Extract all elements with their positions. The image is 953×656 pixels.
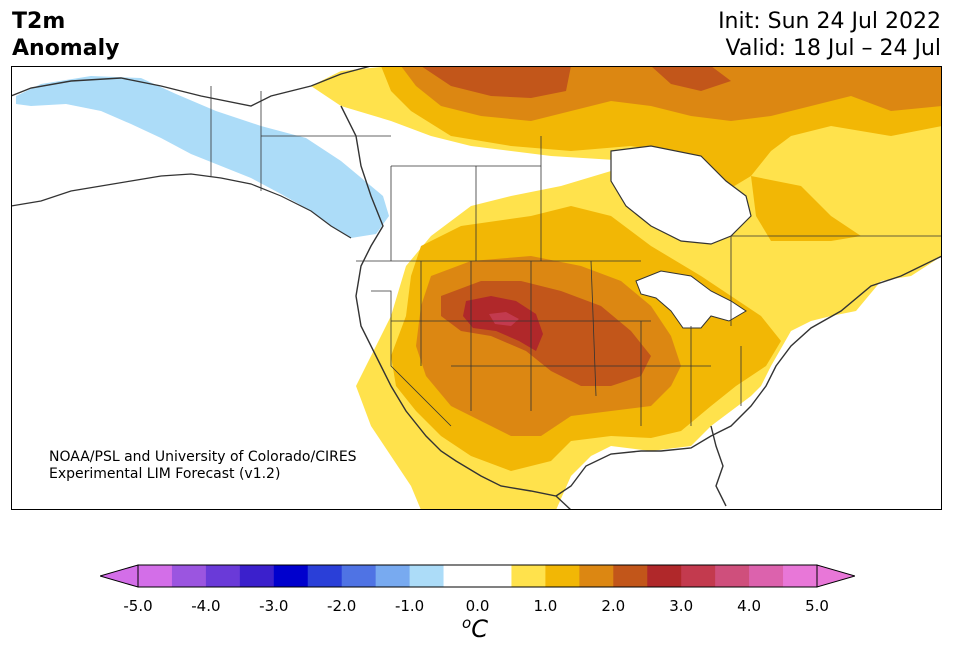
colorbar-tick-label: 4.0 — [737, 597, 762, 615]
colorbar-cell — [375, 565, 411, 587]
map-title: T2m Anomaly — [12, 8, 119, 62]
colorbar-tick-label: 0.0 — [465, 597, 490, 615]
colorbar-cell — [613, 565, 648, 587]
cool-anomaly-region — [16, 76, 389, 238]
colorbar-cell — [239, 565, 275, 587]
colorbar-cell — [138, 565, 173, 587]
colorbar-cell — [545, 565, 580, 587]
colorbar-cell — [443, 565, 478, 587]
credit-line-1: NOAA/PSL and University of Colorado/CIRE… — [49, 449, 357, 465]
warm-anomaly-level-6 — [489, 312, 519, 326]
colorbar-cell — [647, 565, 682, 587]
title-line-1: T2m — [12, 9, 66, 34]
colorbar-extend-max — [816, 564, 855, 588]
colorbar-cell — [273, 565, 309, 587]
colorbar-tick-label: -5.0 — [123, 597, 153, 615]
credit-text: NOAA/PSL and University of Colorado/CIRE… — [49, 449, 357, 483]
colorbar-ticks: -5.0 -4.0 -3.0 -2.0 -1.0 0.0 1.0 2.0 3.0 4.0 5.0 — [0, 597, 953, 617]
colorbar-cells — [138, 565, 818, 587]
colorbar-cell — [749, 565, 784, 587]
colorbar-cell — [409, 565, 445, 587]
colorbar-tick-label: 3.0 — [669, 597, 694, 615]
colorbar-outline — [137, 564, 818, 588]
colorbar-cell — [579, 565, 614, 587]
coastline — [11, 66, 942, 510]
colorbar-unit: oC — [462, 614, 488, 643]
colorbar-cell — [715, 565, 750, 587]
forecast-info: Init: Sun 24 Jul 2022 Valid: 18 Jul – 24… — [718, 8, 941, 62]
colorbar-cell — [681, 565, 716, 587]
political-borders — [210, 86, 942, 427]
colorbar-cell — [307, 565, 343, 587]
colorbar-cell — [205, 565, 241, 587]
init-date: Init: Sun 24 Jul 2022 — [718, 9, 941, 34]
colorbar-cell — [783, 565, 818, 587]
colorbar-tick-label: -3.0 — [259, 597, 289, 615]
great-lakes — [635, 270, 747, 329]
colorbar — [100, 564, 855, 588]
colorbar-cell — [511, 565, 546, 587]
colorbar-tick-label: 5.0 — [805, 597, 829, 615]
title-line-2: Anomaly — [12, 36, 120, 61]
alaska-coast — [11, 173, 352, 239]
valid-range: Valid: 18 Jul – 24 Jul — [725, 36, 941, 61]
colorbar-tick-label: -4.0 — [191, 597, 221, 615]
map-frame — [11, 66, 942, 510]
colorbar-cell — [477, 565, 512, 587]
colorbar-extend-min — [100, 564, 139, 588]
colorbar-cell — [341, 565, 377, 587]
colorbar-tick-label: -1.0 — [394, 597, 425, 615]
anomaly-map — [11, 66, 942, 510]
colorbar-tick-label: -2.0 — [327, 597, 357, 615]
colorbar-cell — [171, 565, 207, 587]
colorbar-tick-label: 1.0 — [533, 597, 558, 615]
colorbar-tick-label: 2.0 — [601, 597, 626, 615]
credit-line-2: Experimental LIM Forecast (v1.2) — [49, 466, 281, 482]
